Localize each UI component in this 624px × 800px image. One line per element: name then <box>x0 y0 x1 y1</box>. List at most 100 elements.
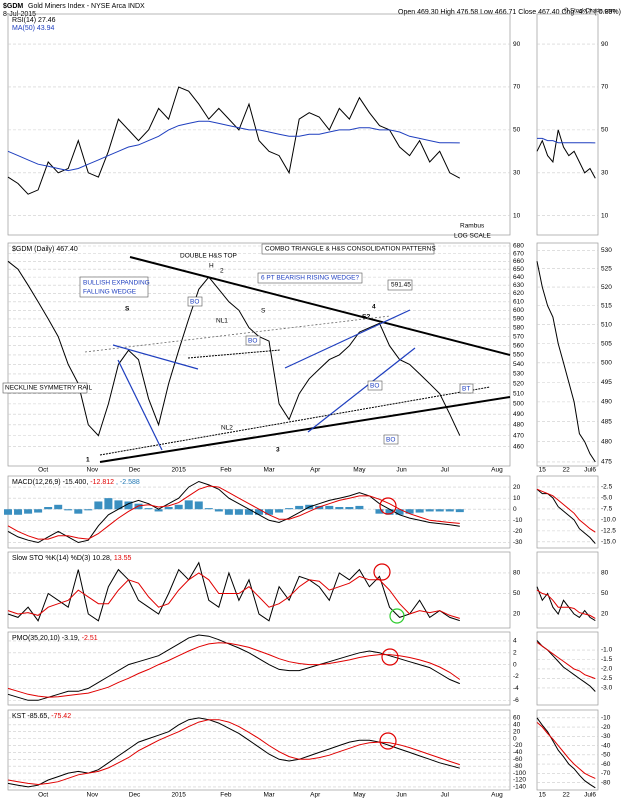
histogram-bar <box>244 509 253 515</box>
histogram-bar <box>184 500 193 510</box>
annotation: 1 <box>86 457 90 464</box>
highlight-circle <box>379 732 397 750</box>
y-tick-label: -70 <box>601 770 611 777</box>
y-tick-label: 70 <box>513 84 521 91</box>
legend: KST -85.65, -75.42 <box>12 713 71 720</box>
histogram-bar <box>214 509 223 512</box>
histogram-bar <box>84 509 93 511</box>
x-tick-label: 22 <box>563 467 571 474</box>
histogram-bar <box>154 509 163 512</box>
annotation-box <box>245 335 261 346</box>
neckline <box>99 386 491 456</box>
y-tick-label: 0 <box>513 735 517 742</box>
y-tick-label: -4 <box>513 685 519 692</box>
histogram-bar <box>295 505 304 510</box>
highlight-circle <box>381 648 399 666</box>
legend-entry: Slow STO %K(14) %D(3) 10.28, <box>12 555 112 562</box>
y-tick-label: 495 <box>601 379 612 386</box>
y-tick-label: -30 <box>601 733 611 740</box>
y-tick-label: 510 <box>601 321 612 328</box>
y-tick-label: 630 <box>513 282 524 289</box>
x-tick-label: Feb <box>220 792 232 799</box>
highlight-circle <box>389 608 405 624</box>
panel-frame <box>7 13 511 236</box>
histogram-bar <box>234 509 243 515</box>
y-tick-label: -20 <box>513 528 523 535</box>
histogram-bar <box>385 509 394 515</box>
series-line <box>7 719 460 786</box>
y-tick-label: -20 <box>601 724 611 731</box>
panel-frame <box>536 631 599 706</box>
y-tick-label: 90 <box>601 41 609 48</box>
series-line <box>536 488 596 544</box>
series-line <box>7 717 460 788</box>
y-tick-label: -2.5 <box>601 675 613 682</box>
y-tick-label: 50 <box>601 127 609 134</box>
y-tick-label: 550 <box>513 352 524 359</box>
legend-entry: 13.55 <box>114 555 132 562</box>
annotation: BT <box>462 386 470 393</box>
histogram-bar <box>335 507 344 510</box>
x-tick-label: Mar <box>263 792 275 799</box>
y-tick-label: -1.0 <box>601 647 613 654</box>
y-tick-label: 530 <box>601 247 612 254</box>
y-tick-label: 510 <box>513 390 524 397</box>
neckline <box>84 315 391 353</box>
histogram-bar <box>375 509 384 514</box>
series-line <box>7 485 460 540</box>
series-line <box>7 86 461 195</box>
y-tick-label: 475 <box>601 459 612 466</box>
histogram-bar <box>315 505 324 510</box>
x-tick-label: Jun <box>396 467 407 474</box>
y-tick-label: 525 <box>601 265 612 272</box>
legend: MA(50) 43.94 <box>12 25 55 32</box>
legend-entry: KST -85.65, <box>12 713 49 720</box>
histogram-bar <box>94 501 103 510</box>
y-tick-label: 70 <box>601 84 609 91</box>
annotation-box <box>459 383 474 394</box>
legend-entry: -12.812 <box>90 479 114 486</box>
series-line <box>536 488 596 533</box>
legend: PMO(35,20,10) -3.19, -2.51 <box>12 635 98 642</box>
y-tick-label: -1.5 <box>601 656 613 663</box>
histogram-bar <box>445 509 454 512</box>
x-tick-label: 15 <box>539 467 547 474</box>
histogram-bar <box>224 509 233 515</box>
series-line <box>7 120 460 172</box>
histogram-bar <box>265 509 274 515</box>
y-tick-label: 620 <box>513 290 524 297</box>
y-tick-label: -10.0 <box>601 517 616 524</box>
annotation: NL2 <box>221 425 233 432</box>
annotation: FALLING WEDGE <box>83 289 137 296</box>
annotation: BO <box>386 437 395 444</box>
y-tick-label: 500 <box>601 360 612 367</box>
x-tick-label: 2015 <box>171 467 186 474</box>
x-tick-label: Jul6 <box>584 467 596 474</box>
y-tick-label: 660 <box>513 258 524 265</box>
histogram-bar <box>34 509 43 513</box>
annotation: S <box>125 306 130 313</box>
y-tick-label: 10 <box>601 212 609 219</box>
annotation: 6 PT BEARISH RISING WEDGE? <box>261 275 360 282</box>
histogram-bar <box>435 509 444 512</box>
y-tick-label: 560 <box>513 342 524 349</box>
annotation: Rambus <box>460 223 485 230</box>
y-tick-label: 20 <box>601 611 609 618</box>
panel-frame <box>7 631 511 706</box>
y-tick-label: -140 <box>513 784 526 791</box>
annotation: 3 <box>276 447 280 454</box>
histogram-bar <box>54 504 63 510</box>
x-tick-label: Oct <box>38 792 48 799</box>
y-tick-label: 2 <box>513 649 517 656</box>
neckline <box>187 349 281 359</box>
y-tick-label: -60 <box>513 756 523 763</box>
annotation: S? <box>362 314 370 321</box>
histogram-bar <box>425 509 434 512</box>
legend-entry: RSI(14) 27.46 <box>12 17 56 24</box>
wedge-line <box>284 309 411 369</box>
histogram-bar <box>194 501 203 510</box>
y-tick-label: -2.0 <box>601 666 613 673</box>
histogram-bar <box>325 505 334 510</box>
x-tick-label: Apr <box>310 792 321 799</box>
